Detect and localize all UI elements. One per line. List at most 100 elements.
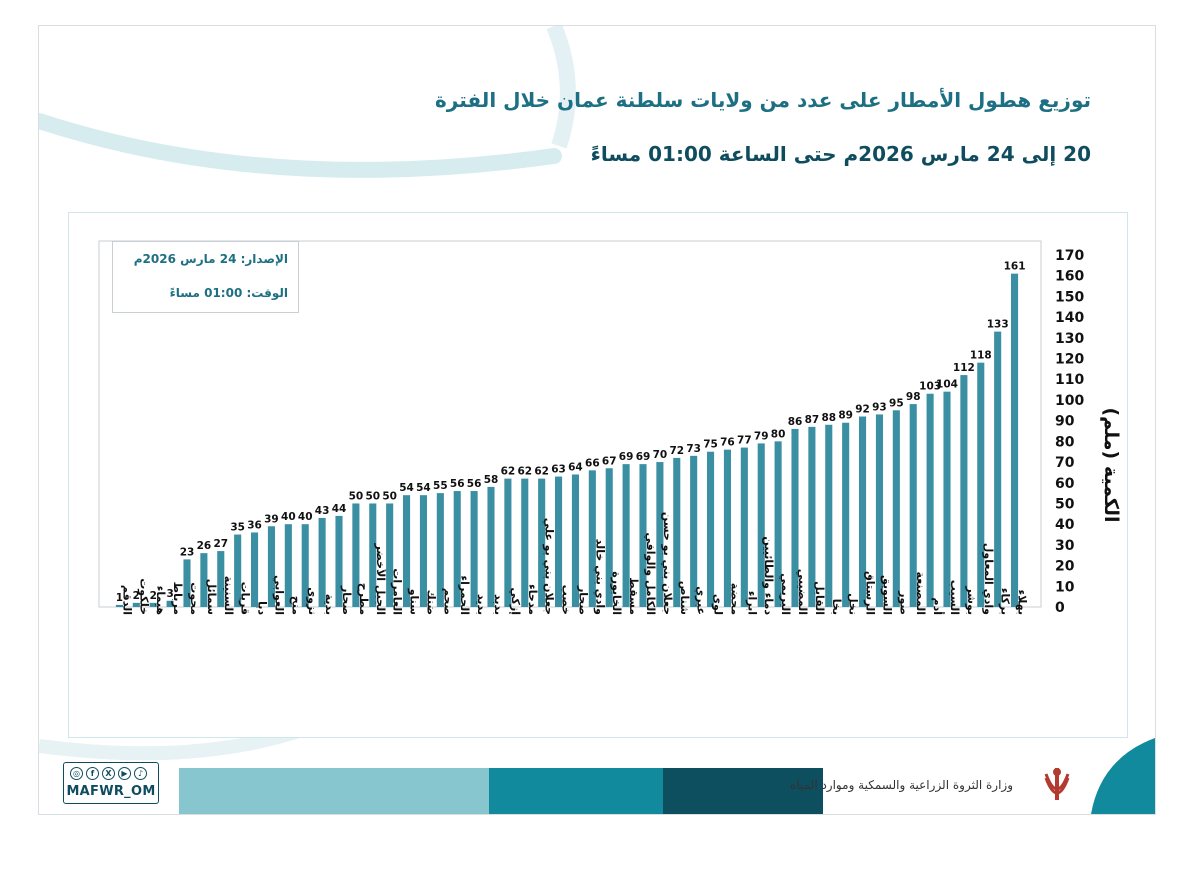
bar xyxy=(234,534,242,607)
bar-value-label: 50 xyxy=(349,490,364,502)
x-tick-label: الخابورة xyxy=(610,571,623,615)
x-tick-label: مطرح xyxy=(357,583,370,615)
x-tick-label: السيب xyxy=(948,580,961,615)
x-tick-label: قريات xyxy=(239,582,252,615)
x-tick-label: عبري xyxy=(695,586,708,615)
instagram-icon[interactable]: ◎ xyxy=(70,767,83,780)
bar-value-label: 50 xyxy=(382,490,397,502)
y-tick-label: 50 xyxy=(1055,496,1075,512)
x-tick-label: إزكي xyxy=(509,587,522,615)
social-handle[interactable]: MAFWR_OM xyxy=(66,784,156,799)
bar xyxy=(690,455,698,607)
bar-value-label: 54 xyxy=(416,482,431,494)
y-tick-label: 150 xyxy=(1055,289,1084,305)
y-tick-label: 90 xyxy=(1055,414,1075,430)
y-axis-label: الكمية (ملم) xyxy=(1100,407,1122,522)
bar xyxy=(892,410,900,607)
bar xyxy=(926,393,934,607)
bar-value-label: 64 xyxy=(568,461,583,473)
bar xyxy=(487,486,495,607)
x-tick-label: الحمراء xyxy=(458,576,471,615)
y-tick-label: 120 xyxy=(1055,352,1084,368)
x-tick-label: جعلان بني بو حسن xyxy=(661,512,674,615)
social-links[interactable]: ◎ f X ▶ ♪ MAFWR_OM xyxy=(63,762,159,804)
bar-value-label: 50 xyxy=(365,490,380,502)
bar-value-label: 3 xyxy=(166,588,173,600)
bar xyxy=(859,416,867,607)
bar xyxy=(200,553,208,607)
bar xyxy=(217,551,225,607)
youtube-icon[interactable]: ▶ xyxy=(118,767,131,780)
bar xyxy=(318,517,326,607)
bar xyxy=(673,457,681,607)
bar-value-label: 98 xyxy=(906,391,921,403)
bar xyxy=(825,424,833,607)
corner-decoration xyxy=(1091,738,1155,814)
x-tick-label: صحم xyxy=(441,588,454,615)
bar-value-label: 161 xyxy=(1004,261,1026,273)
bar xyxy=(994,331,1002,607)
bar-value-label: 103 xyxy=(919,381,941,393)
footer-band-light xyxy=(179,768,489,814)
x-tick-label: مدحاء xyxy=(526,584,539,615)
bar xyxy=(115,604,123,607)
facebook-icon[interactable]: f xyxy=(86,767,99,780)
x-tick-label: المضيبي xyxy=(796,569,809,615)
bar-value-label: 80 xyxy=(771,428,786,440)
x-tick-label: دبا xyxy=(256,601,269,615)
bar-value-label: 43 xyxy=(315,505,330,517)
bar-value-label: 39 xyxy=(264,513,279,525)
bar-value-label: 118 xyxy=(970,350,992,362)
bar-value-label: 27 xyxy=(213,538,228,550)
x-tick-label: بدية xyxy=(323,594,336,615)
bar-value-label: 26 xyxy=(197,540,212,552)
bar-value-label: 62 xyxy=(501,466,516,478)
x-tick-label: لوى xyxy=(712,594,725,615)
bar xyxy=(571,474,579,607)
bar xyxy=(470,491,478,607)
bar-value-label: 75 xyxy=(703,439,718,451)
footer-band-dark xyxy=(663,768,823,814)
bar xyxy=(521,478,529,607)
bar-value-label: 2 xyxy=(150,590,157,602)
bar xyxy=(588,470,596,607)
bar xyxy=(335,515,343,607)
x-tick-label: الرستاق xyxy=(864,571,877,615)
bar-value-label: 44 xyxy=(332,503,347,515)
bar-value-label: 2 xyxy=(133,590,140,602)
x-tick-label: بركاء xyxy=(999,588,1012,615)
x-icon[interactable]: X xyxy=(102,767,115,780)
bar-value-label: 69 xyxy=(619,451,634,463)
bar xyxy=(369,503,377,607)
bar-value-label: 95 xyxy=(889,397,904,409)
bar-value-label: 69 xyxy=(636,451,651,463)
background-decoration xyxy=(39,26,576,761)
bar xyxy=(757,443,765,607)
x-tick-label: منح xyxy=(289,596,302,615)
bar-value-label: 55 xyxy=(433,480,448,492)
bar xyxy=(605,468,613,607)
x-tick-label: السنينة xyxy=(222,576,235,615)
x-tick-label: العوابي xyxy=(272,575,285,615)
footer-band-mid xyxy=(489,768,663,814)
bar xyxy=(740,447,748,607)
bar-value-label: 89 xyxy=(838,410,853,422)
x-tick-label: الكامل والوافي xyxy=(644,532,657,615)
y-tick-label: 80 xyxy=(1055,434,1075,450)
x-tick-label: شناص xyxy=(678,581,691,615)
x-tick-label: ضنك xyxy=(424,590,437,615)
y-tick-label: 100 xyxy=(1055,393,1084,409)
x-tick-label: العامرات xyxy=(391,568,404,615)
bar xyxy=(267,526,275,607)
bar-value-label: 67 xyxy=(602,455,617,467)
x-tick-label: خصب xyxy=(560,585,573,615)
x-tick-label: بخا xyxy=(830,599,843,615)
bar xyxy=(555,476,563,607)
tiktok-icon[interactable]: ♪ xyxy=(134,767,147,780)
bar xyxy=(909,404,917,607)
bar-value-label: 112 xyxy=(953,362,975,374)
bar-value-label: 70 xyxy=(653,449,668,461)
x-tick-label: الدقم xyxy=(120,585,133,615)
y-tick-label: 40 xyxy=(1055,517,1075,533)
x-tick-label: البريمي xyxy=(779,573,792,615)
